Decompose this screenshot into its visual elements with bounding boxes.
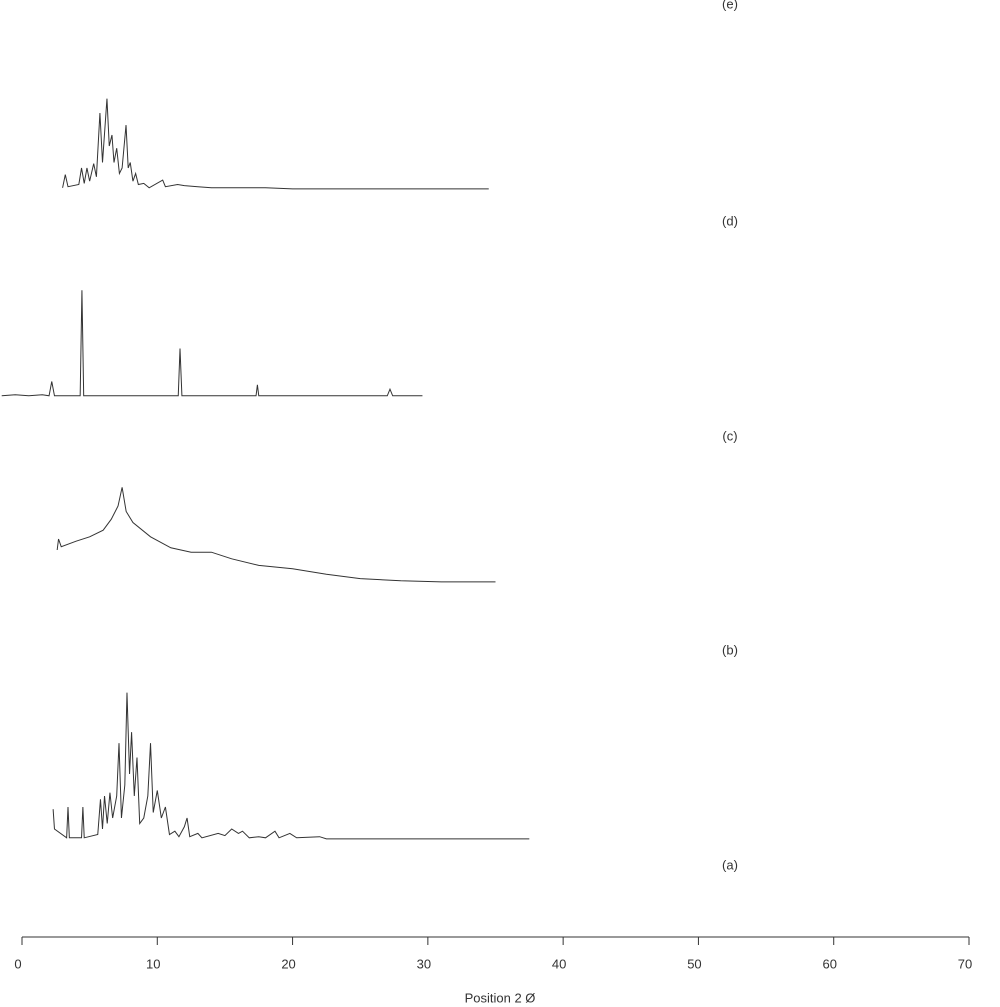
x-tick-label: 70: [958, 956, 972, 971]
panel-label: (a): [722, 857, 738, 872]
panel-label: (b): [722, 642, 738, 657]
x-tick-label: 40: [552, 956, 566, 971]
panel-label: (d): [722, 213, 738, 228]
panel-label: (c): [722, 428, 737, 443]
x-tick-label: 10: [146, 956, 160, 971]
x-tick-label: 60: [822, 956, 836, 971]
trace: [62, 98, 489, 190]
x-axis-label: Position 2 Ø: [465, 990, 536, 1005]
trace: [52, 692, 530, 840]
trace: [1, 290, 423, 397]
panel-label: (e): [722, 0, 738, 11]
trace: [56, 487, 496, 583]
x-tick-label: 20: [281, 956, 295, 971]
x-tick-label: 50: [687, 956, 701, 971]
x-tick-label: 30: [417, 956, 431, 971]
x-tick-label: 0: [14, 956, 21, 971]
